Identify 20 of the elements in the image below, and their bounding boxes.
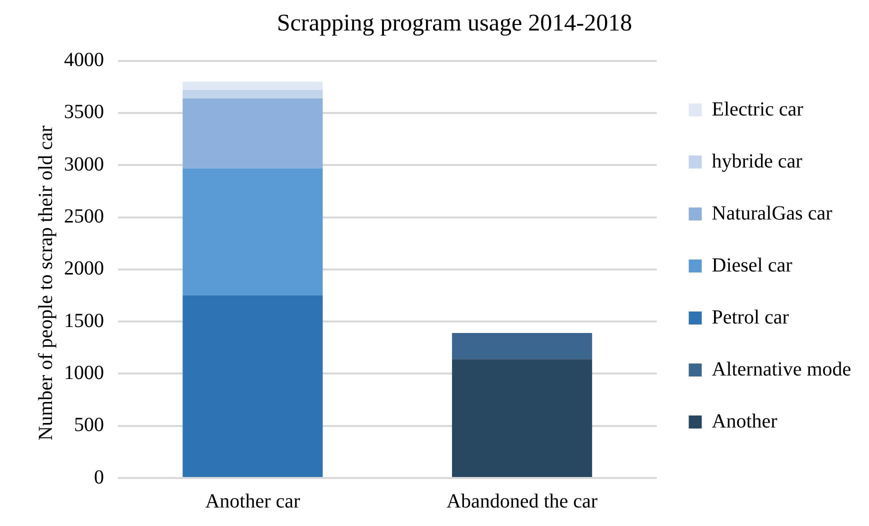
y-tick-label: 1500: [64, 310, 104, 332]
legend-label: Diesel car: [712, 254, 793, 276]
legend-label: Electric car: [712, 98, 804, 120]
x-tick-label: Abandoned the car: [446, 490, 598, 512]
legend-label: Alternative mode: [712, 358, 852, 380]
y-tick-label: 2500: [64, 206, 104, 228]
legend-label: NaturalGas car: [712, 202, 833, 224]
y-tick-label: 500: [74, 414, 104, 436]
x-tick-label: Another car: [205, 490, 300, 512]
chart-title: Scrapping program usage 2014-2018: [276, 10, 632, 37]
legend-label: hybride car: [712, 150, 803, 172]
y-tick-label: 3500: [64, 101, 104, 124]
y-tick-label: 4000: [64, 49, 104, 72]
legend-label: Another: [712, 410, 778, 432]
y-tick-label: 1000: [64, 362, 104, 384]
y-tick-label: 2000: [64, 258, 104, 280]
y-tick-label: 3000: [64, 153, 104, 176]
legend-label: Petrol car: [712, 306, 790, 328]
y-axis-title: Number of people to scrap their old car: [34, 124, 58, 442]
y-tick-label: 0: [94, 466, 104, 488]
